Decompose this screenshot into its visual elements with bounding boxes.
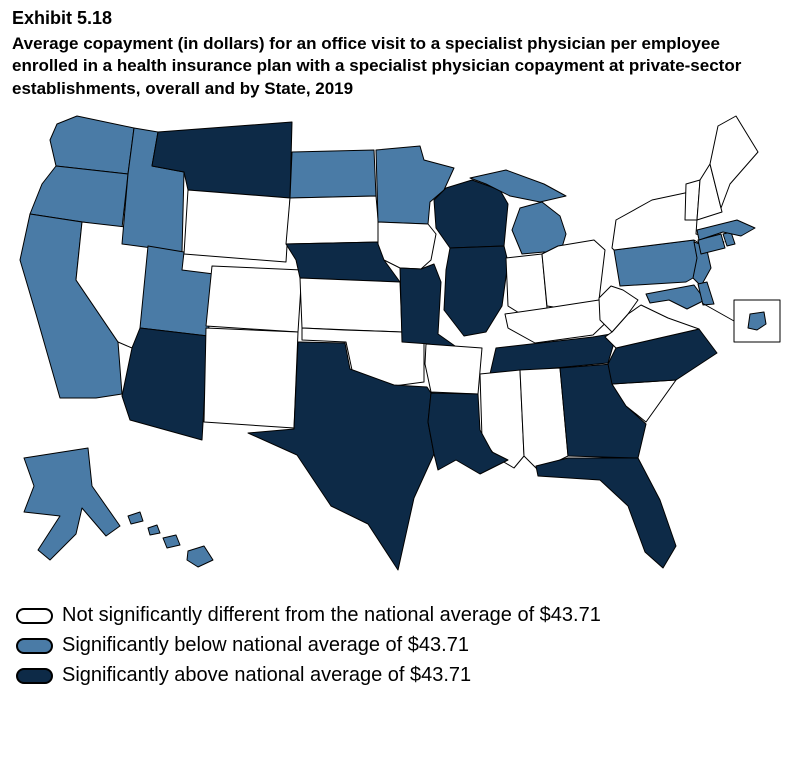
state-UT — [139, 245, 215, 337]
state-WA — [49, 115, 135, 175]
state-HI-island-2 — [147, 524, 161, 536]
legend-label-above: Significantly above national average of … — [62, 664, 472, 687]
state-OK — [301, 327, 425, 387]
state-SD — [285, 195, 381, 245]
state-WV — [598, 285, 639, 333]
state-IA — [377, 221, 437, 270]
state-LA — [427, 392, 509, 475]
dc-callout-line — [701, 302, 735, 322]
state-ME — [709, 115, 759, 209]
exhibit-label: Exhibit 5.18 — [12, 8, 113, 28]
legend: Not significantly different from the nat… — [0, 602, 787, 687]
state-TX — [247, 341, 435, 571]
header: Exhibit 5.18 Average copayment (in dolla… — [0, 0, 787, 100]
state-MA — [696, 219, 756, 241]
state-IL — [443, 245, 509, 337]
state-HI-island-1 — [127, 511, 144, 525]
legend-item-above: Significantly above national average of … — [16, 664, 787, 687]
state-FL — [535, 457, 677, 569]
state-AR — [424, 343, 483, 395]
us-choropleth-map — [19, 115, 781, 571]
state-HI-island-4 — [186, 545, 214, 568]
state-AZ — [121, 327, 209, 441]
state-TN — [489, 332, 618, 375]
legend-label-not-significant: Not significantly different from the nat… — [62, 604, 601, 627]
state-NM — [203, 327, 299, 429]
state-HI-island-3 — [162, 534, 181, 549]
page-title: Average copayment (in dollars) for an of… — [12, 34, 742, 98]
state-WI — [433, 179, 509, 249]
legend-item-not-significant: Not significantly different from the nat… — [16, 604, 787, 627]
legend-label-below: Significantly below national average of … — [62, 634, 469, 657]
state-KS — [299, 277, 403, 333]
state-WY — [183, 189, 291, 263]
state-MD — [645, 284, 706, 310]
legend-swatch-not-significant — [16, 607, 53, 624]
legend-swatch-above — [16, 667, 53, 684]
state-AK — [23, 447, 121, 561]
state-OH — [541, 239, 606, 311]
state-IN — [505, 253, 548, 317]
state-NH — [696, 163, 723, 221]
state-ND — [289, 149, 377, 199]
state-AL — [519, 367, 569, 473]
state-DE — [697, 281, 715, 306]
state-DC — [747, 311, 767, 331]
state-CT — [697, 233, 726, 255]
state-CO — [205, 265, 303, 333]
state-MI-upper — [469, 169, 567, 203]
legend-item-below: Significantly below national average of … — [16, 634, 787, 657]
legend-swatch-below — [16, 637, 53, 654]
state-VA — [604, 304, 700, 349]
